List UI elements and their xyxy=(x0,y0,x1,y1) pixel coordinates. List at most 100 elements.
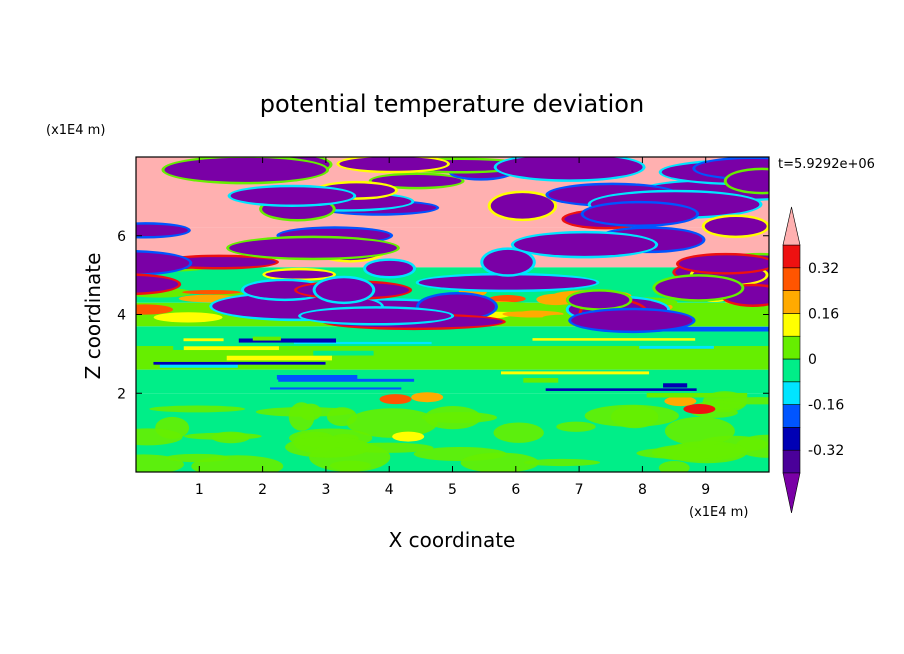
contour-blob xyxy=(610,405,659,429)
colorbar-tick-label: -0.16 xyxy=(808,398,844,414)
contour-blob xyxy=(191,455,284,472)
contour-blob xyxy=(683,404,716,414)
y-unit-label: (x1E4 m) xyxy=(46,123,105,138)
colorbar-segment xyxy=(782,313,801,337)
contour-blob xyxy=(664,396,697,407)
contour-stripe xyxy=(293,341,432,345)
contour-stripe xyxy=(183,346,279,351)
colorbar-tick-label: -0.32 xyxy=(808,443,844,459)
contour-blob xyxy=(301,308,452,324)
time-label: t=5.9292e+06 xyxy=(778,157,875,172)
contour-blob xyxy=(339,157,448,171)
contour-blob xyxy=(556,421,596,432)
contour-blob xyxy=(392,431,425,442)
x-tick-label: 9 xyxy=(701,482,710,498)
contour-blob xyxy=(411,392,444,403)
x-tick-label: 4 xyxy=(385,482,394,498)
contour-blob xyxy=(285,436,371,458)
colorbar-tick-label: 0.16 xyxy=(808,306,839,322)
contour-stripe xyxy=(532,338,696,341)
contour-blob xyxy=(704,217,767,236)
y-tick-label: 2 xyxy=(117,386,126,402)
contour-blob xyxy=(229,238,397,258)
contour-blob xyxy=(679,255,769,273)
contour-blob xyxy=(424,405,482,430)
x-tick-label: 6 xyxy=(511,482,520,498)
x-axis-label: X coordinate xyxy=(389,528,516,552)
contour-blob xyxy=(136,275,179,293)
contour-blob xyxy=(182,289,241,295)
contour-stripe xyxy=(226,331,362,336)
contour-stripe xyxy=(442,320,616,325)
contour-stripe xyxy=(183,338,224,342)
colorbar-segment xyxy=(782,335,801,360)
contour-stripe xyxy=(226,355,332,361)
contour-blob xyxy=(496,157,643,180)
colorbar-segment xyxy=(782,427,801,451)
contour-blob xyxy=(489,295,526,303)
contour-blob xyxy=(536,293,576,306)
contour-blob xyxy=(524,458,601,467)
contour-blob xyxy=(664,416,735,446)
colorbar-segment xyxy=(782,267,801,291)
colorbar-tick-label: 0.32 xyxy=(808,261,839,277)
contour-blob xyxy=(346,408,438,438)
contour-blob xyxy=(153,312,223,323)
x-axis: 1 2 3 4 5 6 7 8 9 xyxy=(195,157,710,498)
y-axis-label: Z coordinate xyxy=(81,253,105,380)
colorbar-segment xyxy=(782,449,801,474)
x-tick-label: 5 xyxy=(448,482,457,498)
contour-blob xyxy=(483,249,533,275)
contour-blob xyxy=(460,452,540,472)
x-tick-label: 2 xyxy=(258,482,267,498)
contour-stripe xyxy=(153,361,326,365)
contour-blob xyxy=(315,278,373,302)
contour-blob xyxy=(418,275,597,290)
x-tick-label: 7 xyxy=(575,482,584,498)
contour-blob xyxy=(493,422,544,443)
contour-stripe xyxy=(626,326,769,332)
contour-stripe xyxy=(639,345,714,349)
colorbar-segment xyxy=(782,358,801,383)
colorbar-segment xyxy=(782,381,801,405)
contour-blob xyxy=(136,428,183,446)
contour-blob xyxy=(230,187,354,205)
contour-blob xyxy=(183,432,262,440)
colorbar-upper-extend xyxy=(782,206,801,246)
contour-stripe xyxy=(523,378,559,383)
colorbar-tick-label: 0 xyxy=(808,352,817,368)
contour-blob xyxy=(379,394,412,405)
colorbar-segment xyxy=(782,404,801,428)
x-unit-label: (x1E4 m) xyxy=(689,505,748,520)
contour-blob xyxy=(149,405,246,413)
contour-blob xyxy=(658,460,690,472)
contour-blob xyxy=(665,441,748,464)
contour-blob xyxy=(568,291,630,309)
contour-stripe xyxy=(646,392,748,398)
contour-blob xyxy=(726,170,769,192)
contour-stripe xyxy=(600,355,664,359)
contour-blob xyxy=(571,310,693,331)
x-tick-label: 3 xyxy=(321,482,330,498)
x-tick-label: 1 xyxy=(195,482,204,498)
contour-blob xyxy=(655,276,742,300)
contour-blob xyxy=(583,203,697,225)
contour-blob xyxy=(136,224,188,237)
contour-stripe xyxy=(238,338,337,343)
contour-blob xyxy=(288,402,315,431)
contour-blob xyxy=(366,260,414,277)
contour-stripe xyxy=(663,383,688,388)
chart-title: potential temperature deviation xyxy=(260,90,644,118)
x-tick-label: 8 xyxy=(638,482,647,498)
contour-stripe xyxy=(276,374,358,380)
y-tick-label: 4 xyxy=(117,308,126,324)
contour-stripe xyxy=(278,378,415,382)
contour-stripe xyxy=(270,387,402,390)
contour-blob xyxy=(164,157,327,182)
colorbar-segment xyxy=(782,244,801,269)
contour-blob xyxy=(513,233,656,256)
contour-blob xyxy=(265,270,334,279)
colorbar: 0.32 0.16 0 -0.16 -0.32 xyxy=(782,206,844,514)
contour-stripe xyxy=(252,336,281,341)
contour-blob xyxy=(136,304,174,315)
